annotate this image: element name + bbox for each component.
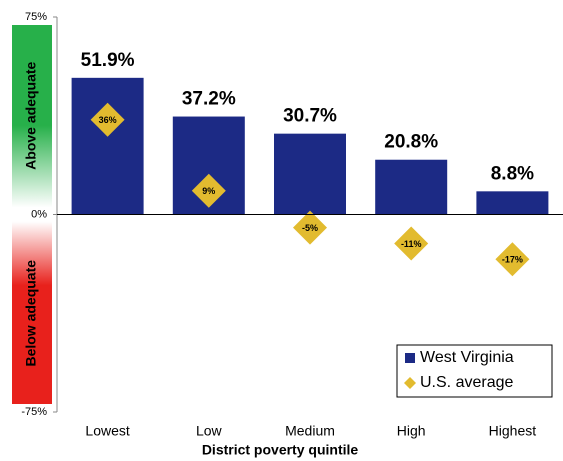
- zone-above: [12, 25, 52, 208]
- legend-box: [396, 344, 553, 398]
- marker: [90, 102, 125, 137]
- x-tick-label: Highest: [489, 423, 537, 439]
- x-tick-label: High: [397, 423, 426, 439]
- value-label: 30.7%: [283, 106, 337, 127]
- zone-label: Above adequate: [23, 61, 39, 169]
- marker: [293, 210, 327, 245]
- value-label: 8.8%: [491, 163, 534, 184]
- y-tick-label: -75%: [21, 406, 47, 418]
- legend-swatch: [405, 353, 415, 363]
- y-tick-label: 75%: [25, 11, 47, 23]
- marker: [394, 226, 429, 261]
- value-label: -17%: [502, 255, 523, 265]
- bar: [274, 133, 346, 215]
- value-label: 9%: [202, 186, 215, 196]
- legend-label: West Virginia: [420, 349, 514, 366]
- legend-label: U.S. average: [420, 374, 513, 391]
- zone-below: [12, 221, 52, 404]
- value-label: 20.8%: [384, 132, 438, 153]
- x-tick-label: Low: [196, 423, 223, 439]
- marker: [191, 173, 226, 208]
- y-tick-label: 0%: [31, 208, 47, 220]
- bar: [71, 77, 144, 215]
- value-label: -11%: [401, 239, 422, 249]
- marker: [495, 242, 530, 277]
- legend-swatch: [404, 377, 416, 389]
- bar: [375, 159, 448, 215]
- value-label: 51.9%: [81, 50, 135, 71]
- value-label: 36%: [99, 115, 117, 125]
- x-tick-label: Lowest: [85, 423, 129, 439]
- value-label: 37.2%: [182, 89, 236, 110]
- zone-label: Below adequate: [23, 260, 39, 367]
- value-label: -5%: [302, 223, 318, 233]
- x-tick-label: Medium: [285, 423, 335, 439]
- bar: [476, 191, 549, 215]
- x-axis-title: District poverty quintile: [202, 442, 359, 458]
